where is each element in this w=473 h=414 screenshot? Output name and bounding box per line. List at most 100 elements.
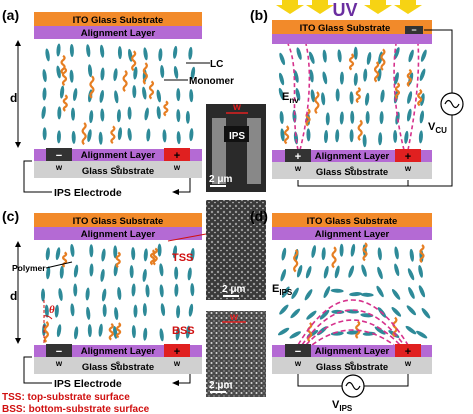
lc-molecule bbox=[58, 288, 63, 301]
lc-molecule bbox=[419, 110, 425, 124]
lc-molecule bbox=[380, 89, 385, 103]
lc-molecule bbox=[335, 129, 340, 143]
lc-molecule bbox=[116, 109, 121, 123]
field-label: EIPS bbox=[272, 283, 293, 297]
lc-molecule bbox=[282, 286, 290, 298]
lc-molecule bbox=[56, 130, 61, 144]
voltage-label: VIPS bbox=[332, 399, 353, 413]
lc-molecule bbox=[46, 266, 51, 280]
lc-molecule bbox=[190, 66, 196, 80]
lc-molecule bbox=[127, 127, 132, 141]
lc-molecule bbox=[117, 46, 122, 60]
svg-text:Alignment Layer: Alignment Layer bbox=[315, 346, 390, 357]
lc-molecule bbox=[174, 283, 179, 297]
lc-molecules bbox=[277, 243, 431, 339]
panel-c: ITO Glass Substrate Alignment Layer Alig… bbox=[2, 208, 207, 414]
lc-molecule bbox=[378, 132, 383, 146]
lc-molecule bbox=[142, 86, 147, 100]
bottom-alignment-label: Alignment Layer bbox=[315, 151, 390, 162]
lc-molecule bbox=[156, 106, 161, 120]
lc-molecule bbox=[324, 130, 329, 144]
lc-molecule bbox=[176, 88, 181, 102]
lc-molecule bbox=[142, 303, 147, 317]
lc-molecule bbox=[418, 285, 426, 298]
lc-molecule bbox=[185, 110, 190, 124]
lc-molecule bbox=[296, 47, 302, 60]
monomer bbox=[331, 246, 337, 269]
field-lines bbox=[297, 299, 409, 346]
lc-molecule bbox=[102, 303, 107, 317]
lc-molecule bbox=[173, 65, 179, 79]
svg-text:w: w bbox=[173, 359, 181, 368]
lc-molecule bbox=[56, 324, 62, 338]
bottom-alignment-layer bbox=[272, 150, 432, 162]
lc-molecule bbox=[189, 89, 194, 103]
monomer bbox=[115, 251, 121, 268]
panel-b-label: (b) bbox=[250, 7, 268, 23]
lc-molecule bbox=[176, 109, 181, 123]
lc-molecule bbox=[330, 288, 344, 293]
lc-molecule bbox=[159, 284, 164, 298]
lc-molecule bbox=[101, 248, 106, 262]
sem-inset-bss: w 2 μm bbox=[206, 311, 266, 397]
monomer bbox=[60, 54, 66, 75]
lc-molecule bbox=[366, 52, 372, 65]
lc-molecule bbox=[143, 248, 148, 262]
lc-label: LC bbox=[210, 59, 223, 70]
lc-molecule bbox=[42, 69, 47, 83]
lc-molecule bbox=[280, 269, 287, 282]
footnote-bss: BSS: bottom-substrate surface bbox=[2, 404, 150, 414]
lc-molecule bbox=[323, 286, 331, 299]
lc-molecule bbox=[70, 244, 75, 257]
lc-molecule bbox=[404, 130, 409, 144]
lc-molecule bbox=[379, 111, 384, 125]
lc-molecule bbox=[73, 264, 79, 278]
s-label: s bbox=[116, 163, 121, 172]
inset-w-label: w bbox=[229, 312, 238, 323]
lc-molecule bbox=[185, 325, 191, 339]
monomer bbox=[394, 82, 401, 100]
lc-molecule bbox=[100, 108, 105, 122]
lc-molecule bbox=[71, 107, 76, 121]
svg-text:d: d bbox=[10, 289, 17, 303]
lc-molecule bbox=[162, 129, 167, 143]
lc-molecule bbox=[322, 49, 327, 63]
monomer bbox=[110, 125, 116, 145]
lc-molecule bbox=[129, 265, 134, 279]
footnote-tss: TSS: top-substrate surface bbox=[2, 392, 130, 403]
lc-molecule bbox=[56, 43, 61, 57]
lc-molecule bbox=[133, 66, 138, 80]
svg-text:−: − bbox=[295, 346, 301, 358]
lc-molecule bbox=[406, 305, 417, 316]
monomer bbox=[122, 70, 128, 92]
monomer bbox=[62, 251, 68, 268]
svg-text:Alignment Layer: Alignment Layer bbox=[81, 346, 156, 357]
top-alignment-label: Alignment Layer bbox=[81, 28, 156, 39]
electrode-left bbox=[285, 149, 311, 162]
lc-molecule bbox=[69, 69, 74, 83]
lc-molecule bbox=[158, 48, 163, 62]
field-label: Env bbox=[282, 91, 299, 105]
ito-substrate-label: ITO Glass Substrate bbox=[73, 15, 164, 26]
sem-inset-tss: 2 μm bbox=[206, 200, 266, 300]
monomer bbox=[348, 53, 355, 71]
lc-molecule bbox=[190, 283, 195, 297]
sine-icon bbox=[444, 99, 460, 109]
monomer bbox=[89, 75, 95, 99]
glass-substrate-label: Glass Substrate bbox=[82, 166, 154, 177]
lc-molecule bbox=[56, 65, 61, 79]
lc-molecule bbox=[339, 243, 344, 257]
lc-molecule bbox=[279, 304, 289, 315]
tss-label: TSS bbox=[172, 252, 193, 264]
lc-molecule bbox=[360, 292, 374, 297]
svg-text:s: s bbox=[350, 359, 355, 368]
monomer bbox=[163, 100, 169, 117]
lc-molecule bbox=[278, 87, 285, 101]
panel-c-label: (c) bbox=[2, 208, 19, 224]
lc-molecule bbox=[420, 93, 425, 107]
lc-molecule bbox=[114, 307, 119, 321]
glass-substrate bbox=[34, 357, 202, 374]
lc-molecule bbox=[281, 247, 287, 261]
monomer bbox=[406, 68, 412, 88]
